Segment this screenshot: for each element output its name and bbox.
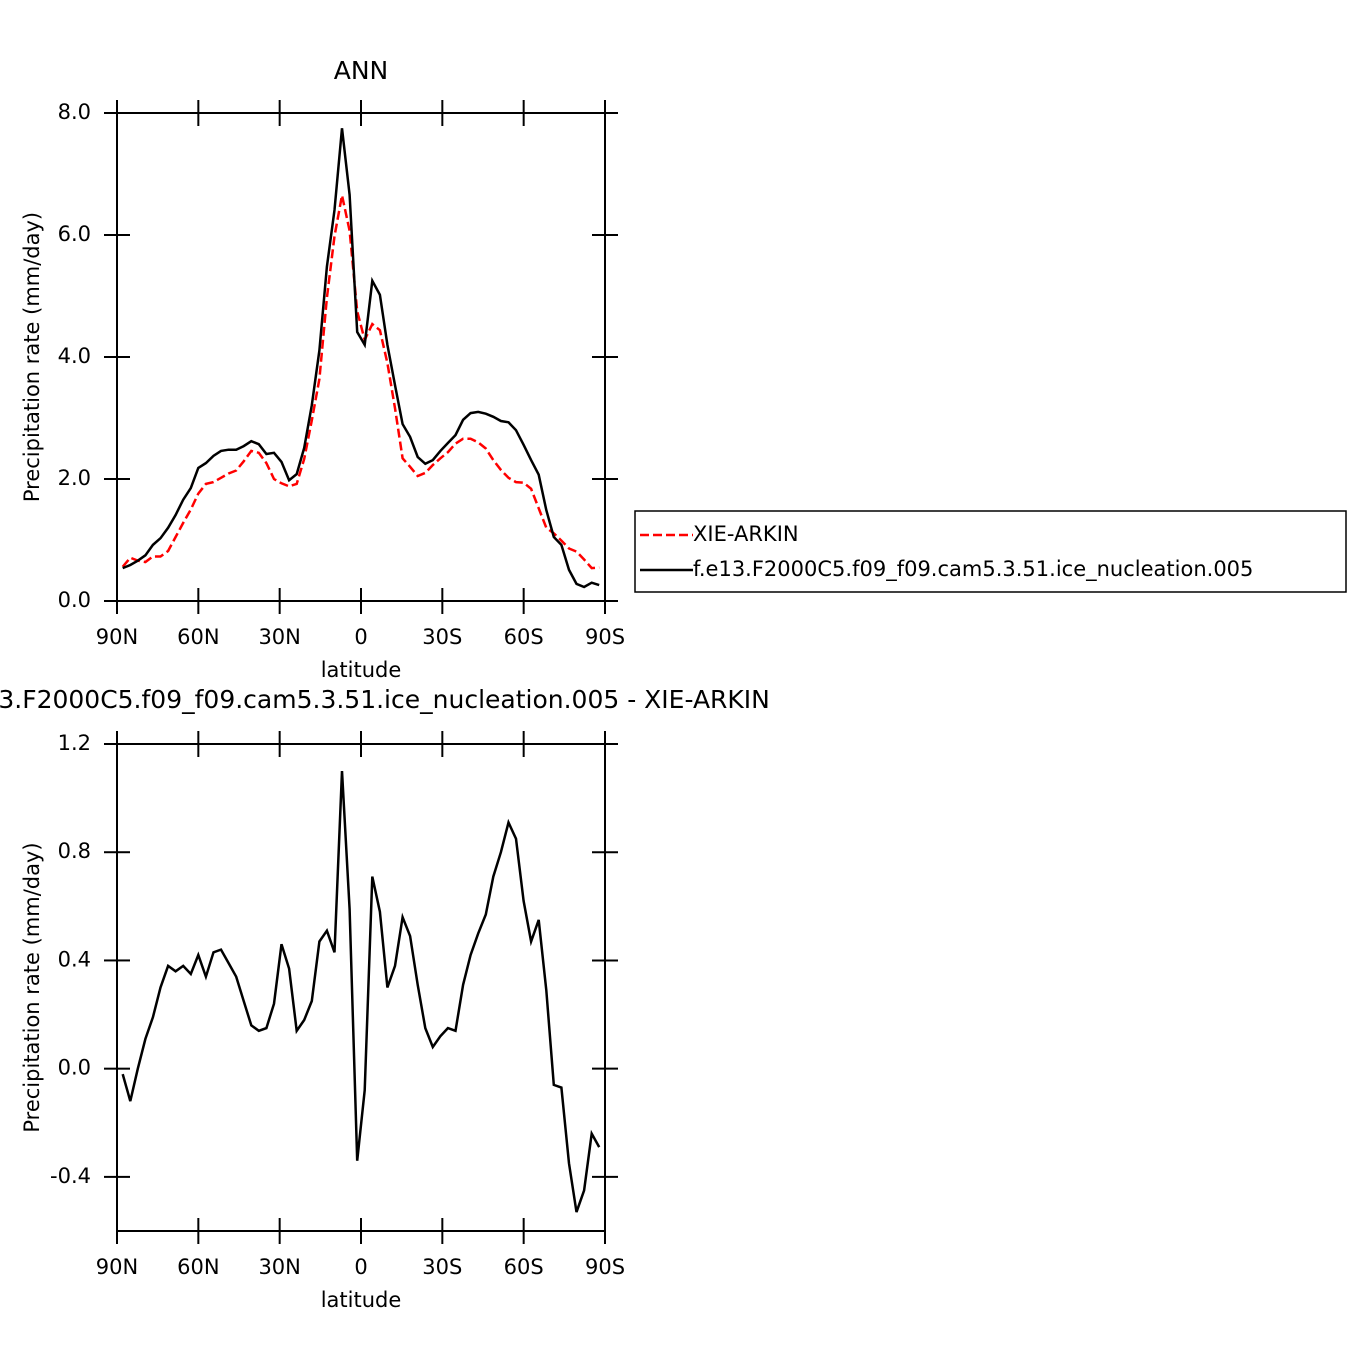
x-tick-label: 0 <box>354 625 367 649</box>
y-tick-label: 2.0 <box>58 466 91 490</box>
chart-title: ANN <box>334 56 389 85</box>
x-tick-label: 90S <box>585 625 625 649</box>
y-axis-label: Precipitation rate (mm/day) <box>20 842 44 1132</box>
x-axis-label: latitude <box>321 1288 402 1312</box>
y-tick-label: 0.4 <box>58 947 91 971</box>
x-tick-label: 90N <box>96 1255 138 1279</box>
plot-frame <box>116 112 606 602</box>
plot-frame <box>116 743 606 1232</box>
data-line <box>121 195 600 570</box>
x-tick-label: 60S <box>504 625 544 649</box>
x-tick-label: 60N <box>177 1255 219 1279</box>
x-tick-label: 90S <box>585 1255 625 1279</box>
y-tick-label: 0.0 <box>58 588 91 612</box>
y-tick-label: 4.0 <box>58 344 91 368</box>
legend-label: XIE-ARKIN <box>693 522 799 546</box>
y-tick-label: 8.0 <box>58 100 91 124</box>
x-tick-label: 30S <box>422 625 462 649</box>
x-axis-label: latitude <box>321 658 402 682</box>
y-tick-label: 6.0 <box>58 222 91 246</box>
y-axis-label: Precipitation rate (mm/day) <box>20 212 44 502</box>
x-tick-label: 60S <box>504 1255 544 1279</box>
data-line <box>121 771 601 1213</box>
y-tick-label: 1.2 <box>58 731 91 755</box>
x-tick-label: 30S <box>422 1255 462 1279</box>
x-tick-label: 0 <box>354 1255 367 1279</box>
x-tick-label: 30N <box>258 625 300 649</box>
x-tick-label: 30N <box>258 1255 300 1279</box>
y-tick-label: -0.4 <box>50 1164 91 1188</box>
legend-box <box>634 510 1347 593</box>
legend-label: f.e13.F2000C5.f09_f09.cam5.3.51.ice_nucl… <box>693 557 1253 582</box>
y-tick-label: 0.8 <box>58 839 91 863</box>
data-line <box>122 128 600 589</box>
x-tick-label: 90N <box>96 625 138 649</box>
chart-title: f.e13.F2000C5.f09_f09.cam5.3.51.ice_nucl… <box>0 685 770 714</box>
x-tick-label: 60N <box>177 625 219 649</box>
y-tick-label: 0.0 <box>58 1056 91 1080</box>
